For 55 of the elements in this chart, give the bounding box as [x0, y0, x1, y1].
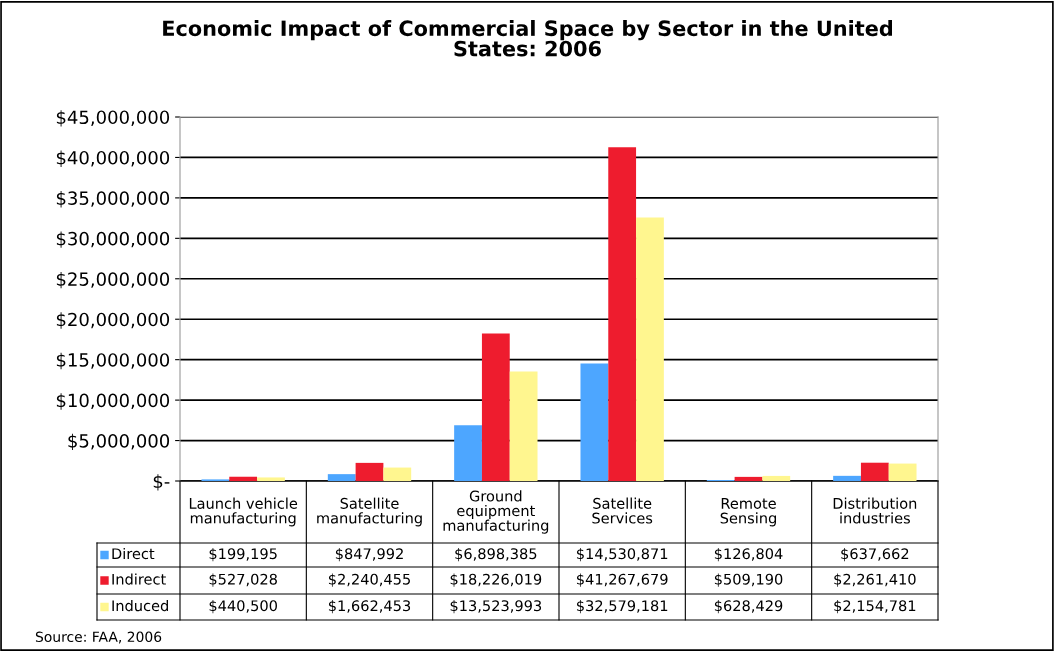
- y-tick-label: $20,000,000: [56, 312, 170, 329]
- data-label: $2,240,455: [328, 573, 410, 587]
- x-tick-label: Launch vehicle manufacturing: [189, 497, 298, 527]
- data-label: $2,154,781: [834, 599, 916, 614]
- bar: [454, 425, 482, 481]
- x-tick-label: Satellite manufacturing: [317, 497, 422, 527]
- bar: [608, 147, 637, 481]
- y-tick-label: $10,000,000: [56, 393, 170, 410]
- y-tick-label: $5,000,000: [68, 433, 170, 451]
- bar: [833, 475, 861, 481]
- data-label: $1,662,453: [328, 599, 411, 614]
- data-label: $32,579,181: [576, 599, 668, 614]
- bar: [860, 462, 889, 481]
- x-tick-label: Ground equipment manufacturing: [443, 490, 549, 534]
- y-tick-label: $45,000,000: [56, 110, 170, 127]
- bar: [509, 371, 538, 481]
- y-tick-label: $15,000,000: [56, 352, 170, 370]
- data-label: $440,500: [209, 599, 277, 614]
- bar: [257, 477, 285, 481]
- bar: [355, 462, 384, 481]
- data-label: $6,898,385: [455, 547, 537, 562]
- data-label: $637,662: [841, 547, 909, 562]
- data-label: $13,523,993: [450, 599, 542, 614]
- bar: [383, 467, 412, 481]
- data-label: $628,429: [714, 599, 783, 614]
- bar: [888, 463, 917, 481]
- bar: [762, 475, 791, 481]
- data-label: $847,992: [335, 547, 403, 562]
- chart-title: Economic Impact of Commercial Space by Sector in the United States: 2006: [163, 20, 892, 57]
- y-tick-label: $40,000,000: [56, 150, 170, 167]
- y-tick-label: $30,000,000: [56, 231, 170, 248]
- data-label: $527,028: [209, 573, 277, 587]
- legend-label: Induced: [112, 599, 168, 612]
- x-tick-label: Distribution industries: [833, 497, 917, 524]
- bar: [229, 476, 258, 481]
- bar: [481, 333, 510, 481]
- data-label: $18,226,019: [450, 573, 542, 587]
- y-tick-label: $35,000,000: [56, 191, 170, 208]
- y-tick-label: $25,000,000: [56, 271, 170, 289]
- data-label: $126,804: [714, 547, 783, 562]
- data-label: $14,530,871: [576, 547, 668, 562]
- y-tick-label: $-: [153, 474, 170, 491]
- legend-label: Indirect: [112, 573, 166, 585]
- data-label: $509,190: [714, 573, 783, 587]
- x-tick-label: Satellite Services: [592, 497, 653, 524]
- bar: [636, 217, 664, 481]
- legend-label: Direct: [112, 547, 155, 560]
- bar: [327, 474, 356, 481]
- bar: [734, 476, 763, 481]
- data-label: $199,195: [209, 547, 277, 562]
- x-tick-label: Remote Sensing: [720, 498, 776, 527]
- data-label: $41,267,679: [576, 573, 668, 587]
- bar: [580, 363, 609, 481]
- source-note: Source: FAA, 2006: [35, 631, 162, 644]
- data-label: $2,261,410: [834, 573, 916, 587]
